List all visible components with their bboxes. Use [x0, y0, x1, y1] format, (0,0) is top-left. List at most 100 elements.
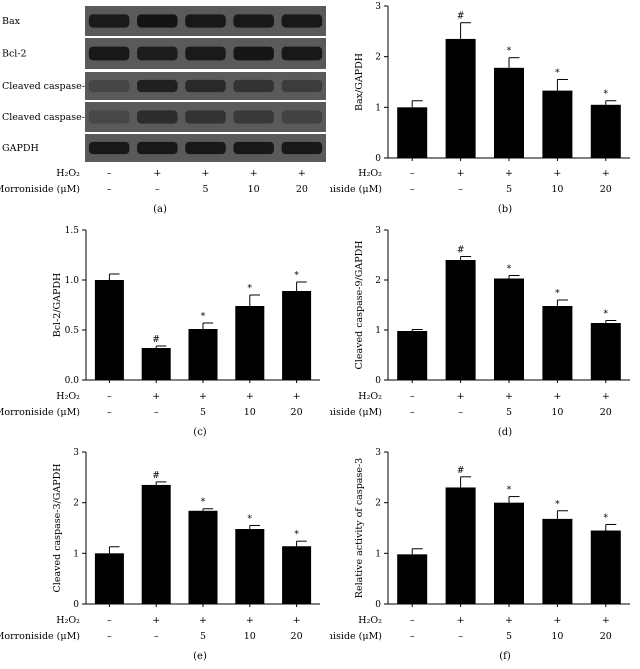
morroniside-dose-cell: 10: [551, 631, 563, 642]
panel-caption: (f): [499, 651, 511, 662]
h2o2-cell: +: [250, 168, 258, 179]
h2o2-cell: +: [246, 615, 254, 626]
h2o2-cell: +: [553, 168, 561, 179]
significance-mark: *: [555, 289, 560, 299]
h2o2-cell: –: [107, 391, 112, 402]
h2o2-cell: +: [505, 391, 513, 402]
significance-mark: *: [555, 500, 560, 510]
significance-mark: *: [604, 90, 609, 100]
y-tick-label: 3: [375, 448, 381, 458]
western-blot-figure: Bax Bcl-2 Cleaved caspase-9 Cleaved caspase…: [0, 6, 326, 215]
blot-band: [137, 14, 178, 28]
bar: [542, 90, 573, 158]
y-tick-label: 3: [375, 226, 381, 236]
blot-band: [137, 141, 178, 155]
blot-label: Bax: [2, 16, 21, 27]
caspase3-activity-chart: 0 1 2 3 Relative activity of caspase-3 # * * * H₂…: [297, 448, 630, 662]
bar: [397, 107, 428, 158]
morroniside-dose-cell: 20: [600, 631, 612, 642]
bar: [542, 518, 573, 604]
y-axis-label: Cleaved caspase-3/GAPDH: [52, 464, 63, 593]
y-axis-label: Relative activity of caspase-3: [354, 458, 365, 598]
bar: [188, 329, 218, 380]
morroniside-row-label: Morroniside (μM): [330, 184, 382, 195]
h2o2-row-label: H₂O₂: [56, 168, 80, 179]
significance-mark: *: [507, 265, 512, 275]
blot-label: Cleaved caspase-3: [2, 112, 91, 123]
bcl2-chart-panel: 0.0 0.5 1.0 1.5 Bcl-2/GAPDH # * * * H₂O₂ Morronisi…: [0, 222, 330, 444]
caspase3-chart: 0 1 2 3 Cleaved caspase-3/GAPDH # * * * H₂O₂ Morro…: [0, 448, 320, 662]
blot-band: [88, 110, 130, 124]
panel-caption: (e): [193, 651, 207, 662]
y-axis-label: Cleaved caspase-9/GAPDH: [354, 241, 365, 370]
y-tick-label: 0.5: [65, 326, 80, 336]
blot-band: [137, 110, 178, 124]
bar: [590, 530, 621, 604]
blot-band: [137, 46, 178, 61]
bar: [141, 484, 171, 604]
blot-band: [281, 141, 323, 155]
blot-band: [88, 79, 130, 93]
bar: [493, 67, 525, 158]
y-tick-label: 2: [375, 499, 381, 509]
blot-band: [137, 79, 178, 93]
y-tick-label: 1.5: [65, 226, 80, 236]
significance-mark: *: [248, 514, 253, 524]
h2o2-cell: +: [457, 391, 465, 402]
bar: [235, 529, 265, 604]
bar: [235, 306, 265, 380]
y-tick-label: 0.0: [65, 376, 80, 386]
blot-band: [233, 79, 274, 93]
bax-chart-panel: 0 1 2 3 Bax/GAPDH # * * * H₂O₂ Morroniside (μM) – – +…: [297, 0, 640, 215]
morroniside-dose-cell: 20: [291, 407, 303, 418]
bar: [590, 104, 621, 158]
significance-mark: *: [294, 271, 299, 281]
blot-band: [281, 79, 323, 93]
blot-band: [233, 14, 274, 28]
blot-band: [233, 110, 274, 124]
h2o2-cell: +: [602, 391, 610, 402]
panel-caption: (b): [498, 204, 512, 215]
h2o2-cell: –: [107, 168, 112, 179]
significance-mark: *: [294, 530, 299, 540]
h2o2-cell: –: [410, 168, 415, 179]
y-tick-label: 1: [73, 549, 79, 559]
morroniside-dose-cell: –: [458, 631, 463, 642]
y-tick-label: 3: [73, 448, 79, 458]
y-tick-label: 0: [375, 376, 381, 386]
h2o2-row-label: H₂O₂: [358, 615, 382, 626]
morroniside-dose-cell: 5: [506, 631, 512, 642]
y-tick-label: 1: [375, 326, 381, 336]
blot-band: [281, 14, 323, 28]
morroniside-dose-cell: 5: [200, 631, 206, 642]
blot-band: [281, 46, 323, 61]
y-tick-label: 1.0: [65, 276, 80, 286]
h2o2-row-label: H₂O₂: [358, 391, 382, 402]
morroniside-dose-cell: 20: [600, 407, 612, 418]
y-tick-label: 1: [375, 103, 381, 113]
morroniside-dose-cell: –: [107, 184, 112, 195]
significance-mark: *: [604, 310, 609, 320]
y-tick-label: 0: [375, 154, 381, 164]
caspase3-chart-panel: 0 1 2 3 Cleaved caspase-3/GAPDH # * * * H₂O₂ Morro…: [0, 444, 330, 665]
morroniside-row-label: Morroniside (μM): [0, 631, 80, 642]
bar: [445, 38, 476, 158]
panel-caption: (d): [498, 427, 512, 438]
significance-mark: #: [152, 335, 160, 345]
bar: [188, 510, 218, 604]
caspase3-activity-chart-panel: 0 1 2 3 Relative activity of caspase-3 # * * * H₂…: [297, 444, 640, 665]
blot-band: [233, 141, 274, 155]
h2o2-row-label: H₂O₂: [358, 168, 382, 179]
blot-band: [88, 46, 130, 61]
blot-band: [185, 79, 226, 93]
morroniside-row-label: Morroniside (μM): [0, 407, 80, 418]
caspase9-chart-panel: 0 1 2 3 Cleaved caspase-9/GAPDH # * * * H₂O₂ Morro…: [297, 222, 640, 444]
blot-label: Bcl-2: [2, 49, 27, 60]
h2o2-cell: +: [505, 168, 513, 179]
bar: [94, 553, 124, 604]
morroniside-dose-cell: 20: [600, 184, 612, 195]
morroniside-dose-cell: –: [410, 407, 415, 418]
bar: [542, 306, 573, 380]
h2o2-cell: +: [246, 391, 254, 402]
bcl2-chart: 0.0 0.5 1.0 1.5 Bcl-2/GAPDH # * * * H₂O₂ Morronisi…: [0, 226, 320, 438]
